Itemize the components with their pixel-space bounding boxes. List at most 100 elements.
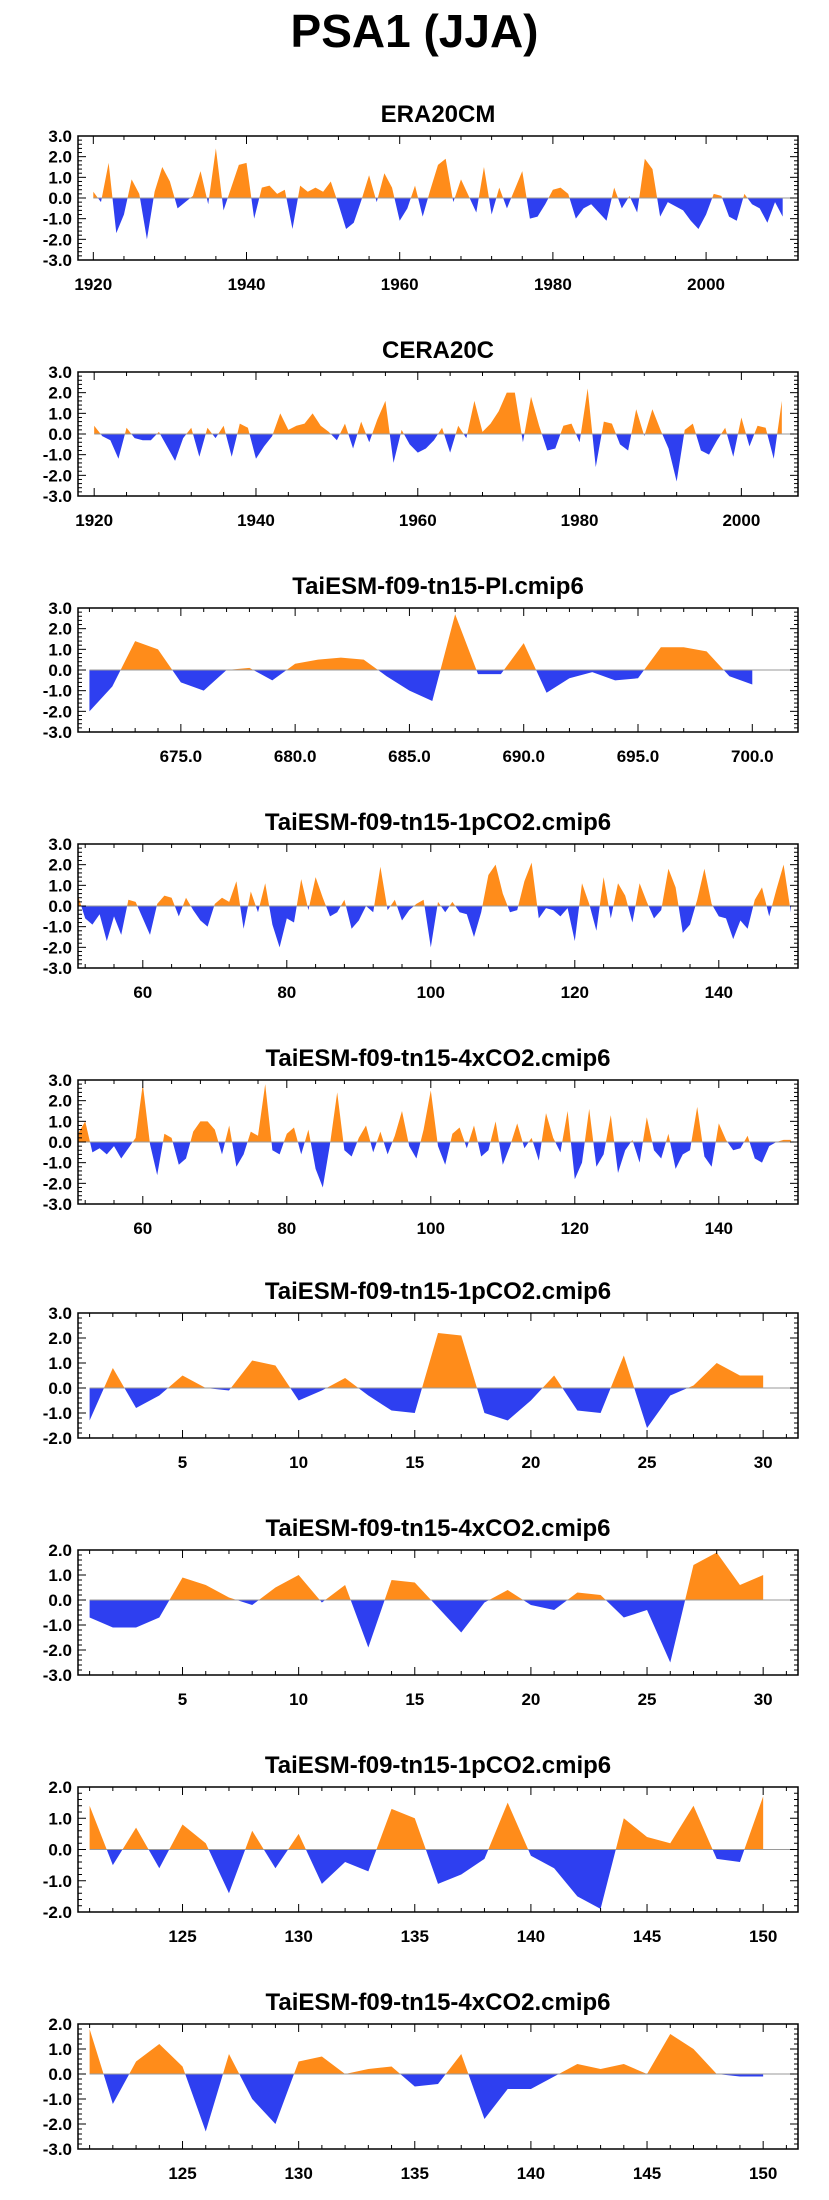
y-tick-label: 3.0 [48, 363, 72, 382]
x-tick-label: 80 [277, 1219, 296, 1238]
x-tick-label: 100 [417, 983, 445, 1002]
y-tick-label: 3.0 [48, 1071, 72, 1090]
page-title: PSA1 (JJA) [290, 5, 539, 57]
y-tick-label: -1.0 [43, 446, 72, 465]
negative-anomaly-area [78, 906, 791, 948]
y-tick-label: -3.0 [43, 959, 72, 978]
chart-panel-5: TaiESM-f09-tn15-4xCO2.cmip6 3.0 2.01.0 0.0 -… [43, 1045, 799, 1238]
y-tick-label: 2.0 [48, 1329, 72, 1348]
y-tick-label: 0.0 [48, 189, 72, 208]
positive-anomaly-area [93, 148, 783, 198]
x-tick-label: 1940 [237, 511, 275, 530]
y-tick-label: -3.0 [43, 2140, 72, 2159]
y-tick-label: 3.0 [48, 835, 72, 854]
y-tick-label: -2.0 [43, 466, 72, 485]
x-tick-label: 120 [561, 1219, 589, 1238]
x-tick-label: 700.0 [731, 747, 774, 766]
x-tick-label: 10 [289, 1453, 308, 1472]
chart-title: TaiESM-f09-tn15-4xCO2.cmip6 [266, 1045, 611, 1072]
y-tick-label: 1.0 [48, 2040, 72, 2059]
x-tick-label: 135 [401, 1927, 429, 1946]
x-tick-label: 1980 [561, 511, 599, 530]
x-tick-label: 150 [749, 2164, 777, 2183]
x-tick-label: 60 [133, 1219, 152, 1238]
chart-title: TaiESM-f09-tn15-PI.cmip6 [292, 573, 584, 600]
y-tick-label: -2.0 [43, 230, 72, 249]
x-tick-label: 685.0 [388, 747, 431, 766]
positive-anomaly-area [89, 1333, 764, 1388]
x-tick-label: 2000 [687, 275, 725, 294]
negative-anomaly-area [89, 1849, 764, 1909]
y-tick-label: -1.0 [43, 1404, 72, 1423]
y-tick-label: 2.0 [48, 148, 72, 167]
x-tick-label: 690.0 [502, 747, 545, 766]
chart-panel-8: TaiESM-f09-tn15-1pCO2.cmip6 2.0 1.0 0.0 -1.0… [43, 1752, 799, 1946]
x-tick-label: 135 [401, 2164, 429, 2183]
y-tick-label: -2.0 [43, 1429, 72, 1448]
chart-panel-9: TaiESM-f09-tn15-4xCO2.cmip6 2.0 1.0 0.0 -1.0… [43, 1989, 799, 2183]
chart-title: TaiESM-f09-tn15-1pCO2.cmip6 [265, 1278, 611, 1305]
y-tick-label: 0.0 [48, 1591, 72, 1610]
negative-anomaly-area [94, 434, 782, 482]
x-tick-label: 30 [754, 1690, 773, 1709]
x-tick-label: 20 [521, 1690, 540, 1709]
x-tick-label: 140 [517, 1927, 545, 1946]
y-tick-label: 0.0 [48, 1133, 72, 1152]
y-tick-label: 3.0 [48, 127, 72, 146]
chart-panel-7: TaiESM-f09-tn15-4xCO2.cmip6 2.0 1.0 0.0 -1.0… [43, 1515, 799, 1709]
y-tick-label: -2.0 [43, 1903, 72, 1922]
positive-anomaly-area [89, 1796, 764, 1850]
y-tick-label: 0.0 [48, 661, 72, 680]
x-tick-label: 140 [705, 1219, 733, 1238]
chart-panel-6: TaiESM-f09-tn15-1pCO2.cmip6 3.0 2.0 1.0 0.0 -… [43, 1278, 799, 1472]
x-tick-label: 10 [289, 1690, 308, 1709]
chart-title: TaiESM-f09-tn15-1pCO2.cmip6 [265, 1752, 611, 1779]
y-tick-label: 0.0 [48, 897, 72, 916]
x-tick-label: 2000 [722, 511, 760, 530]
x-tick-label: 100 [417, 1219, 445, 1238]
chart-title: ERA20CM [381, 101, 496, 128]
chart-title: TaiESM-f09-tn15-4xCO2.cmip6 [266, 1989, 611, 2016]
y-tick-label: -2.0 [43, 2115, 72, 2134]
plot-frame [77, 2023, 799, 2150]
y-tick-label: 1.0 [48, 404, 72, 423]
y-tick-label: -1.0 [43, 210, 72, 229]
x-tick-label: 5 [178, 1690, 187, 1709]
x-tick-label: 5 [178, 1453, 187, 1472]
y-tick-label: 1.0 [48, 1354, 72, 1373]
y-tick-label: -1.0 [43, 682, 72, 701]
y-tick-label: 1.0 [48, 876, 72, 895]
y-tick-label: -1.0 [43, 1872, 72, 1891]
y-tick-label: -2.0 [43, 702, 72, 721]
y-tick-label: -2.0 [43, 1641, 72, 1660]
x-tick-label: 120 [561, 983, 589, 1002]
chart-title: TaiESM-f09-tn15-4xCO2.cmip6 [266, 1515, 611, 1542]
x-tick-label: 680.0 [274, 747, 317, 766]
positive-anomaly-area [89, 614, 753, 670]
x-tick-label: 80 [277, 983, 296, 1002]
x-tick-label: 125 [168, 2164, 196, 2183]
y-tick-label: -1.0 [43, 1154, 72, 1173]
y-tick-label: 1.0 [48, 1809, 72, 1828]
y-tick-label: -3.0 [43, 1195, 72, 1214]
y-tick-label: 1.0 [48, 640, 72, 659]
x-tick-label: 695.0 [617, 747, 660, 766]
positive-anomaly-area [89, 1552, 764, 1600]
y-tick-label: -3.0 [43, 487, 72, 506]
x-tick-label: 675.0 [160, 747, 203, 766]
y-tick-label: -2.0 [43, 938, 72, 957]
positive-anomaly-area [78, 1084, 791, 1142]
chart-title: TaiESM-f09-tn15-1pCO2.cmip6 [265, 809, 611, 836]
y-tick-label: 0.0 [48, 1841, 72, 1860]
negative-anomaly-area [89, 1600, 764, 1663]
y-tick-label: 0.0 [48, 2065, 72, 2084]
chart-panel-3: TaiESM-f09-tn15-PI.cmip6 3.0 2.01.0 0.0 -1.0… [43, 573, 799, 766]
x-tick-label: 15 [405, 1453, 424, 1472]
x-tick-label: 130 [284, 1927, 312, 1946]
x-tick-label: 30 [754, 1453, 773, 1472]
y-tick-label: -3.0 [43, 1666, 72, 1685]
y-tick-label: 1.0 [48, 1112, 72, 1131]
x-tick-label: 20 [521, 1453, 540, 1472]
